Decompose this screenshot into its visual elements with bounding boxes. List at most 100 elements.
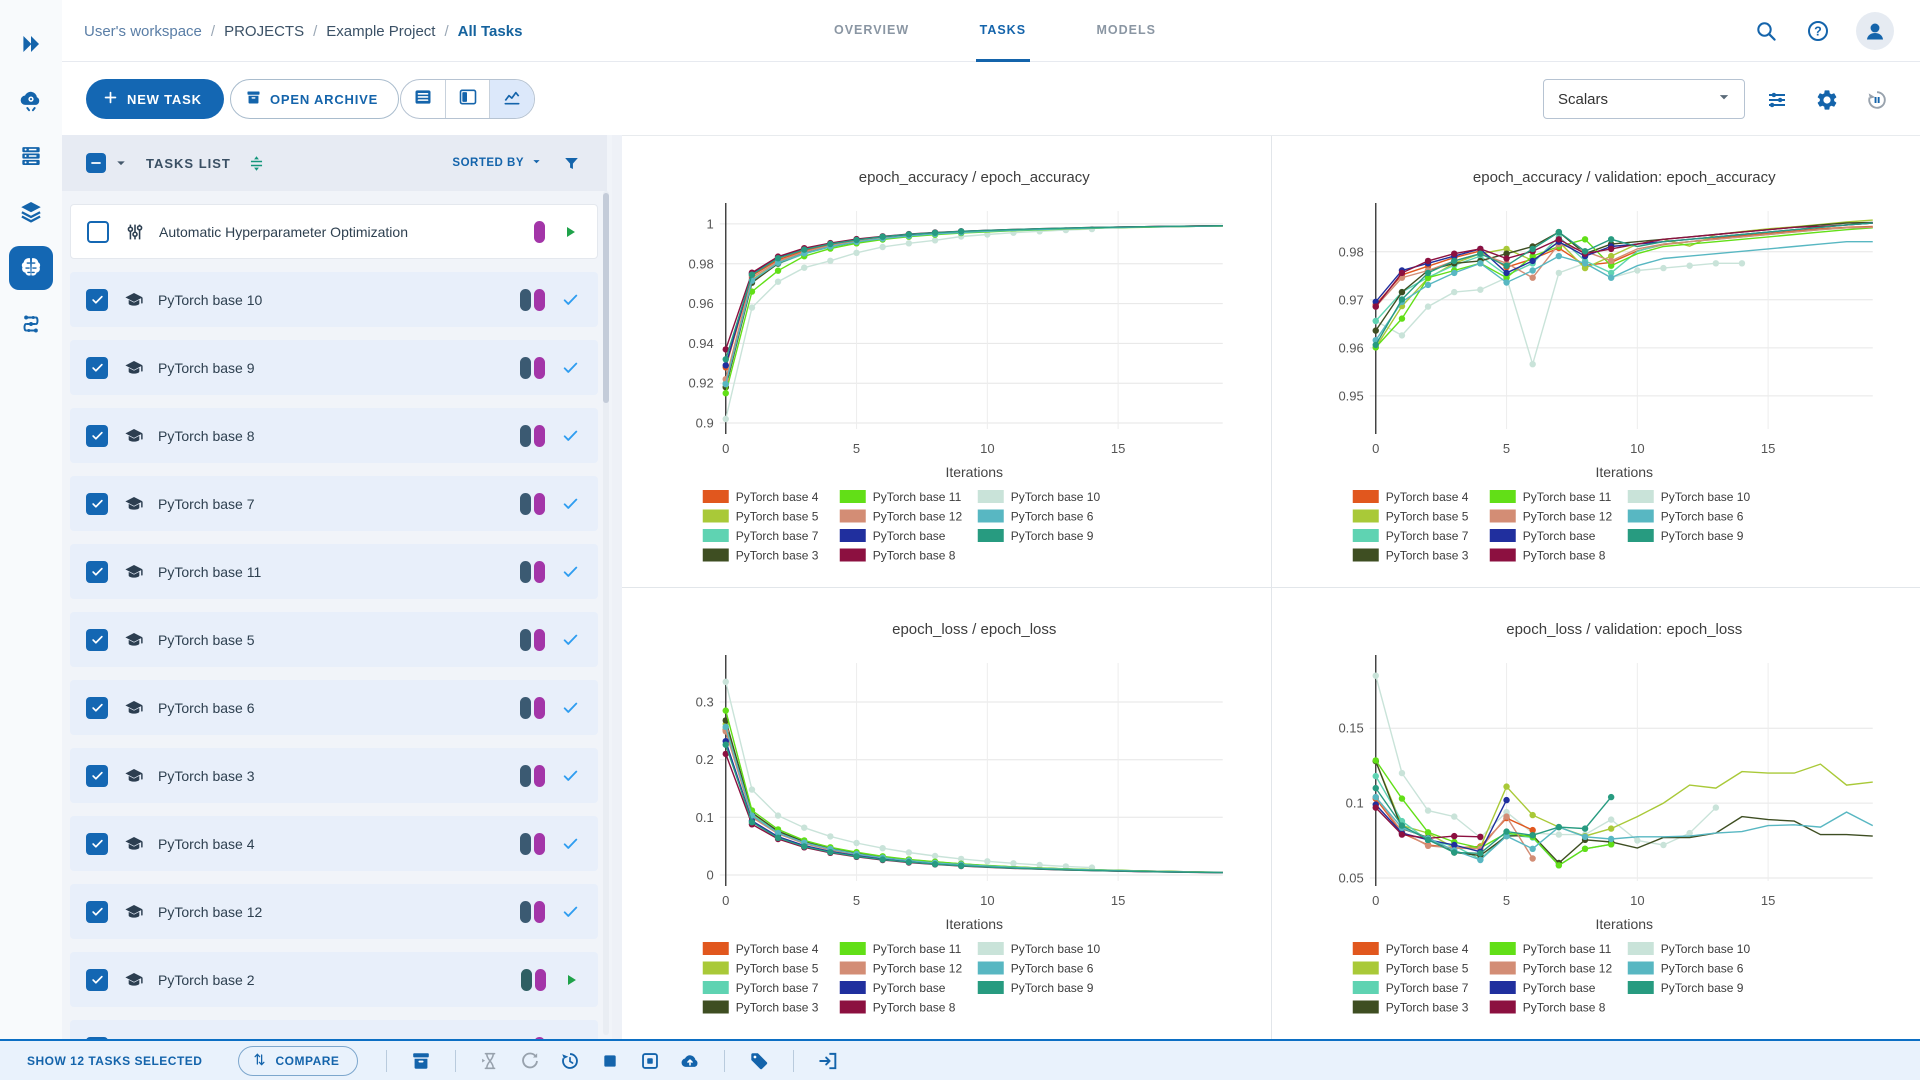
- task-name: PyTorch base 7: [158, 495, 255, 512]
- task-checkbox[interactable]: [86, 900, 108, 923]
- completed-status-icon: [561, 562, 580, 581]
- tasks-list-title: TASKS LIST: [146, 155, 231, 171]
- svg-text:1: 1: [707, 216, 714, 231]
- view-mode-charts[interactable]: [490, 80, 534, 118]
- tag-pill-slate: [520, 696, 531, 719]
- scalar-chart[interactable]: 0.95 0.96 0.97 0.98 0 5 10 15 epoch_accuracy / v…: [1272, 136, 1920, 587]
- task-checkbox[interactable]: [86, 1036, 108, 1039]
- view-mode-table[interactable]: [401, 80, 446, 118]
- task-checkbox[interactable]: [86, 832, 108, 855]
- table-view-icon: [413, 87, 433, 112]
- task-checkbox[interactable]: [86, 764, 108, 787]
- svg-text:PyTorch base 7: PyTorch base 7: [736, 981, 819, 995]
- new-task-button[interactable]: NEW TASK: [86, 79, 224, 119]
- task-row[interactable]: PyTorch base 2: [70, 952, 598, 1007]
- task-row[interactable]: PyTorch base 12: [70, 884, 598, 939]
- archive-icon[interactable]: [401, 1046, 441, 1076]
- svg-text:15: 15: [1760, 893, 1774, 908]
- sidebar-item-datasets[interactable]: [0, 184, 62, 240]
- archive-icon: [245, 89, 262, 109]
- breadcrumb-item[interactable]: PROJECTS: [224, 22, 305, 40]
- user-avatar[interactable]: [1856, 12, 1894, 50]
- actions-toolbar: NEW TASK OPEN ARCHIVE Scalars: [62, 62, 1920, 135]
- completed-status-icon: [561, 358, 580, 377]
- scrollbar-thumb[interactable]: [603, 193, 609, 403]
- select-all-checkbox[interactable]: [86, 153, 106, 173]
- tasks-list-header: TASKS LIST SORTED BY: [62, 135, 607, 191]
- stop-icon[interactable]: [590, 1046, 630, 1076]
- task-row[interactable]: PyTorch base 8: [70, 408, 598, 463]
- svg-text:15: 15: [1760, 441, 1774, 456]
- tag-pill-magenta: [534, 288, 545, 311]
- sidebar-item-expand[interactable]: [0, 16, 62, 72]
- task-checkbox[interactable]: [86, 492, 108, 515]
- open-archive-button[interactable]: OPEN ARCHIVE: [230, 79, 400, 119]
- svg-text:epoch_accuracy / epoch_accurac: epoch_accuracy / epoch_accuracy: [859, 169, 1090, 186]
- svg-text:0.97: 0.97: [1338, 292, 1363, 307]
- resize-panel-icon[interactable]: [247, 154, 266, 173]
- task-checkbox[interactable]: [86, 696, 108, 719]
- sidebar-item-workers-queues[interactable]: [0, 128, 62, 184]
- help-icon[interactable]: ?: [1804, 17, 1832, 45]
- scalar-chart[interactable]: 0.05 0.1 0.15 0 5 10 15 epoch_loss / validation…: [1272, 588, 1920, 1039]
- footer-divider: [455, 1049, 457, 1072]
- show-selected-button[interactable]: SHOW 12 TASKS SELECTED: [27, 1053, 203, 1068]
- view-mode-split[interactable]: [446, 80, 491, 118]
- task-checkbox[interactable]: [86, 288, 108, 311]
- search-icon[interactable]: [1752, 17, 1780, 45]
- scalar-chart[interactable]: 0 0.1 0.2 0.3 0 5 10 15 epoch_loss / epoch_loss I…: [622, 588, 1271, 1039]
- tab-overview[interactable]: OVERVIEW: [834, 22, 910, 37]
- breadcrumb-item[interactable]: Example Project: [326, 22, 436, 40]
- breadcrumb-item[interactable]: User's workspace: [84, 22, 202, 40]
- sidebar-item-apps-cloud[interactable]: [0, 72, 62, 128]
- sidebar-item-pipelines[interactable]: [0, 296, 62, 352]
- task-row[interactable]: PyTorch base 9: [70, 340, 598, 395]
- task-tags: [520, 628, 545, 651]
- task-checkbox[interactable]: [86, 560, 108, 583]
- svg-text:Iterations: Iterations: [945, 916, 1003, 932]
- task-row[interactable]: PyTorch base 3: [70, 748, 598, 803]
- task-checkbox[interactable]: [86, 968, 108, 991]
- hpo-task-icon: [123, 221, 147, 243]
- breadcrumb-item[interactable]: All Tasks: [457, 22, 523, 40]
- tab-tasks[interactable]: TASKS: [975, 0, 1031, 62]
- metric-type-select[interactable]: Scalars: [1543, 79, 1745, 119]
- task-row[interactable]: PyTorch base 6: [70, 680, 598, 735]
- move-to-icon[interactable]: [808, 1046, 848, 1076]
- chart-panel: 0 0.1 0.2 0.3 0 5 10 15 epoch_loss / epoch_loss I…: [622, 588, 1271, 1039]
- training-task-icon: [122, 697, 146, 719]
- revert-icon[interactable]: [550, 1046, 590, 1076]
- task-row[interactable]: PyTorch base 7: [70, 476, 598, 531]
- sidebar-item-projects[interactable]: [0, 240, 62, 296]
- task-row[interactable]: PyTorch base: [70, 1020, 598, 1039]
- svg-text:PyTorch base: PyTorch base: [1522, 981, 1595, 995]
- task-name: PyTorch base 5: [158, 631, 255, 648]
- sorted-by-button[interactable]: SORTED BY: [452, 154, 544, 172]
- task-row[interactable]: PyTorch base 5: [70, 612, 598, 667]
- task-checkbox[interactable]: [86, 628, 108, 651]
- task-row[interactable]: PyTorch base 4: [70, 816, 598, 871]
- training-task-icon: [122, 969, 146, 991]
- task-tags: [520, 696, 545, 719]
- tab-models[interactable]: MODELS: [1096, 22, 1156, 37]
- task-row[interactable]: Automatic Hyperparameter Optimization: [70, 204, 598, 259]
- publish-icon[interactable]: [670, 1046, 710, 1076]
- filter-icon[interactable]: [562, 154, 581, 173]
- compare-button[interactable]: COMPARE: [238, 1045, 359, 1076]
- task-row[interactable]: PyTorch base 10: [70, 272, 598, 327]
- task-checkbox[interactable]: [86, 424, 108, 447]
- split-view-icon: [458, 87, 478, 112]
- auto-refresh-icon[interactable]: [1864, 87, 1890, 113]
- task-checkbox[interactable]: [86, 356, 108, 379]
- task-row[interactable]: PyTorch base 11: [70, 544, 598, 599]
- gear-icon[interactable]: [1814, 87, 1840, 113]
- svg-text:PyTorch base: PyTorch base: [873, 981, 946, 995]
- tags-icon[interactable]: [739, 1046, 779, 1076]
- select-all-caret-icon[interactable]: [112, 154, 130, 172]
- svg-text:PyTorch base 10: PyTorch base 10: [1011, 490, 1101, 504]
- svg-text:PyTorch base 9: PyTorch base 9: [1660, 981, 1743, 995]
- abort-icon[interactable]: [630, 1046, 670, 1076]
- task-checkbox[interactable]: [87, 220, 109, 243]
- chart-settings-icon[interactable]: [1764, 87, 1790, 113]
